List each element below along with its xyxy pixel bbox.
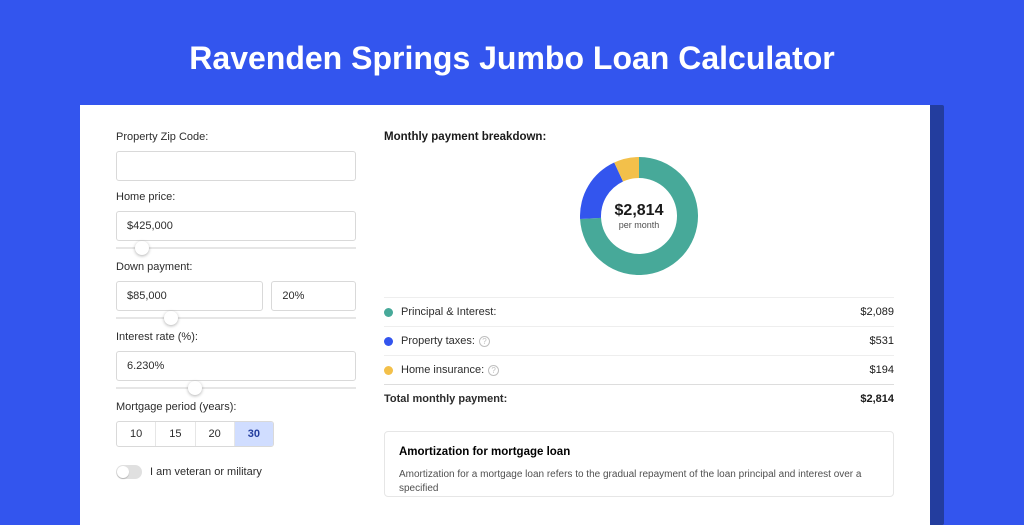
period-field: Mortgage period (years): 10152030	[116, 401, 356, 447]
info-icon[interactable]: ?	[488, 365, 499, 376]
breakdown-label: Principal & Interest:	[401, 306, 496, 318]
interest-slider-handle[interactable]	[188, 381, 202, 395]
total-label: Total monthly payment:	[384, 393, 507, 405]
home-price-slider-handle[interactable]	[135, 241, 149, 255]
total-row: Total monthly payment: $2,814	[384, 384, 894, 413]
info-icon[interactable]: ?	[479, 336, 490, 347]
zip-label: Property Zip Code:	[116, 131, 356, 143]
interest-input[interactable]	[116, 351, 356, 381]
breakdown-row: Home insurance:? $194	[384, 355, 894, 384]
interest-field: Interest rate (%):	[116, 331, 356, 395]
legend-dot	[384, 337, 393, 346]
calculator-card: Property Zip Code: Home price: Down paym…	[80, 105, 930, 525]
home-price-label: Home price:	[116, 191, 356, 203]
period-option-10[interactable]: 10	[117, 422, 155, 446]
home-price-slider[interactable]	[116, 241, 356, 255]
breakdown-value: $531	[870, 335, 894, 347]
veteran-row: I am veteran or military	[116, 465, 356, 479]
breakdown-label: Property taxes:	[401, 335, 475, 347]
home-price-field: Home price:	[116, 191, 356, 255]
down-payment-label: Down payment:	[116, 261, 356, 273]
period-label: Mortgage period (years):	[116, 401, 356, 413]
breakdown-panel: Monthly payment breakdown: $2,814 per mo…	[384, 131, 894, 525]
donut-sub: per month	[619, 220, 660, 230]
down-payment-pct-input[interactable]	[271, 281, 356, 311]
legend-dot	[384, 366, 393, 375]
breakdown-title: Monthly payment breakdown:	[384, 131, 894, 143]
amortization-title: Amortization for mortgage loan	[399, 446, 879, 458]
donut-chart: $2,814 per month	[384, 157, 894, 275]
legend-dot	[384, 308, 393, 317]
amortization-text: Amortization for a mortgage loan refers …	[399, 468, 879, 496]
breakdown-value: $2,089	[860, 306, 894, 318]
interest-slider[interactable]	[116, 381, 356, 395]
period-option-30[interactable]: 30	[234, 422, 273, 446]
card-frame: Property Zip Code: Home price: Down paym…	[80, 105, 944, 525]
breakdown-row: Principal & Interest: $2,089	[384, 297, 894, 326]
zip-field: Property Zip Code:	[116, 131, 356, 181]
down-payment-slider-handle[interactable]	[164, 311, 178, 325]
breakdown-value: $194	[870, 364, 894, 376]
period-presets: 10152030	[116, 421, 274, 447]
veteran-label: I am veteran or military	[150, 466, 262, 478]
home-price-input[interactable]	[116, 211, 356, 241]
breakdown-row: Property taxes:? $531	[384, 326, 894, 355]
total-value: $2,814	[860, 393, 894, 405]
amortization-card: Amortization for mortgage loan Amortizat…	[384, 431, 894, 497]
zip-input[interactable]	[116, 151, 356, 181]
form-panel: Property Zip Code: Home price: Down paym…	[116, 131, 356, 525]
donut-value: $2,814	[615, 202, 664, 220]
period-option-20[interactable]: 20	[195, 422, 234, 446]
down-payment-field: Down payment:	[116, 261, 356, 325]
interest-label: Interest rate (%):	[116, 331, 356, 343]
down-payment-input[interactable]	[116, 281, 263, 311]
down-payment-slider[interactable]	[116, 311, 356, 325]
breakdown-label: Home insurance:	[401, 364, 484, 376]
period-option-15[interactable]: 15	[155, 422, 194, 446]
veteran-toggle[interactable]	[116, 465, 142, 479]
page-title: Ravenden Springs Jumbo Loan Calculator	[16, 40, 1008, 77]
breakdown-rows: Principal & Interest: $2,089 Property taxe…	[384, 297, 894, 384]
